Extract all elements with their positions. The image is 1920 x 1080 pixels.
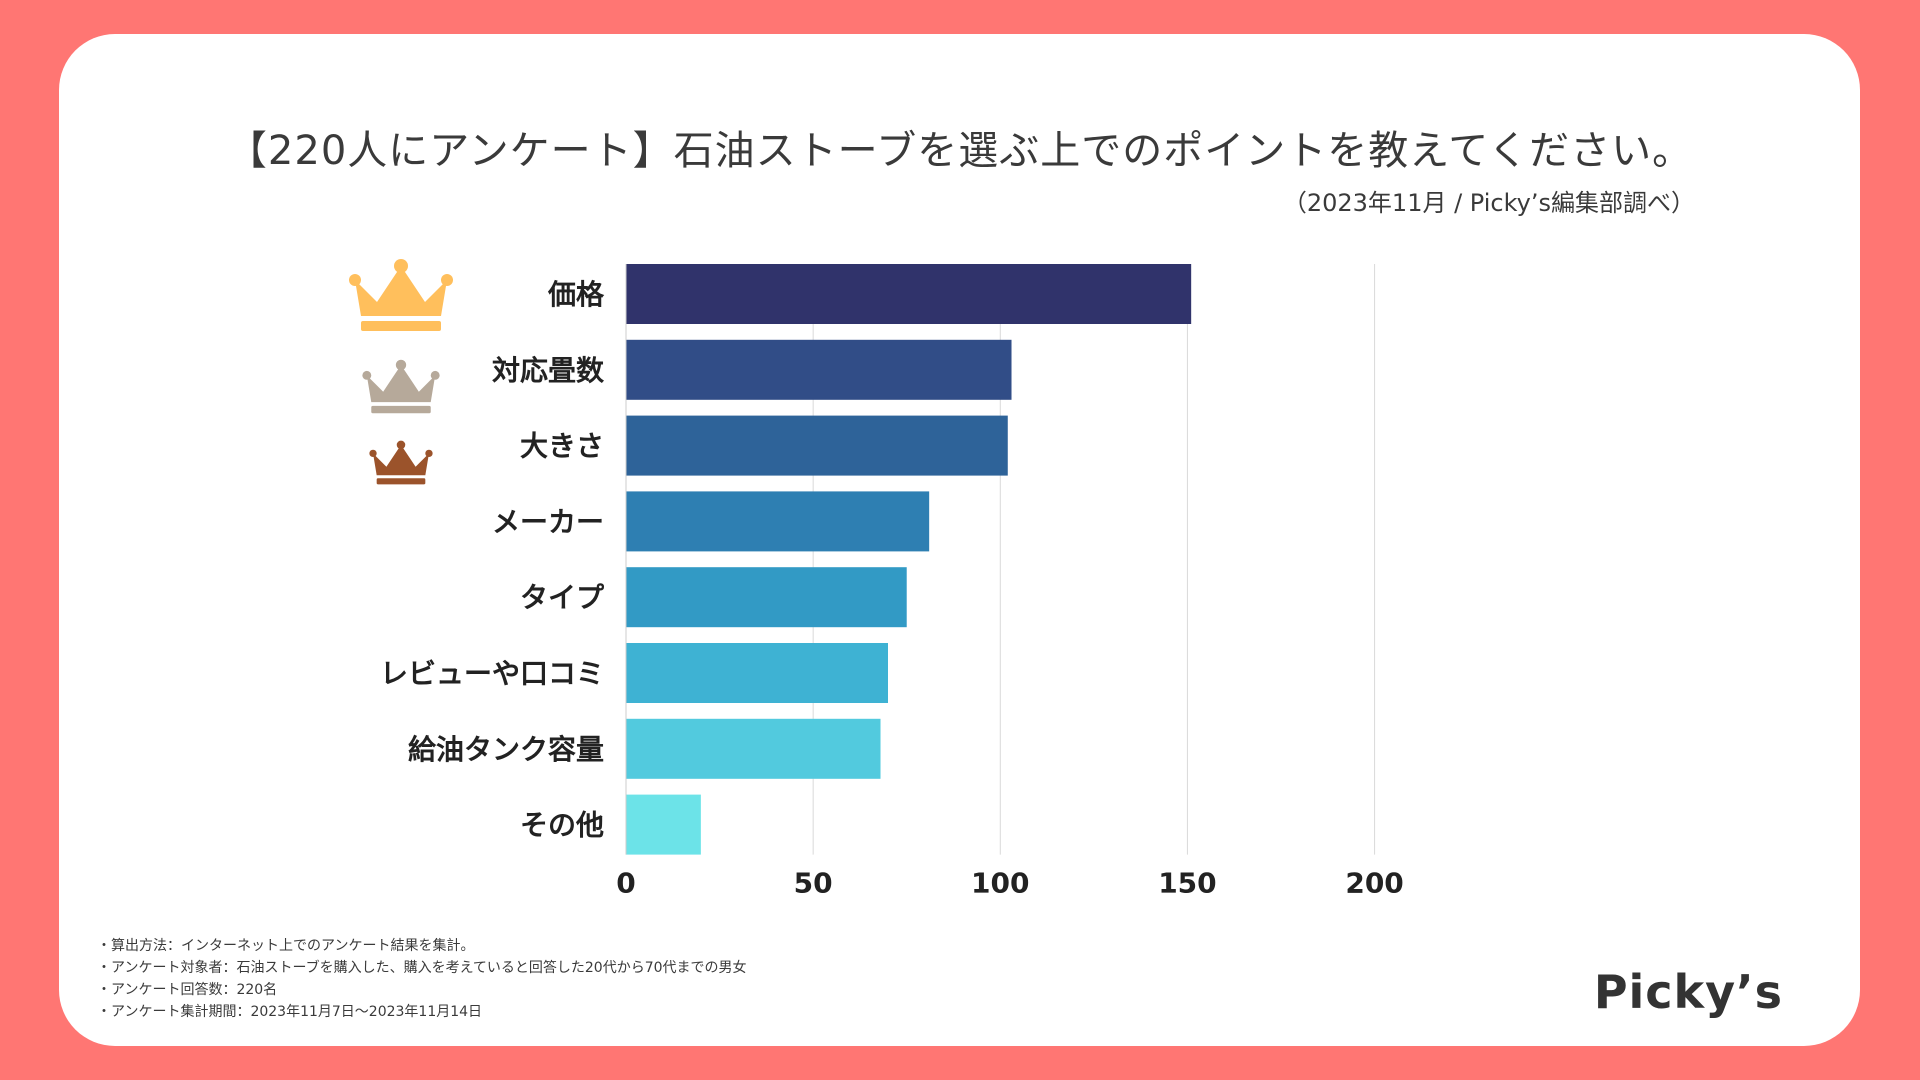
bar-8 — [626, 794, 701, 855]
bar-2 — [626, 339, 1012, 400]
category-label-8: その他 — [520, 809, 604, 842]
category-label-5: タイプ — [520, 581, 605, 614]
survey-notes: ・算出方法：インターネット上でのアンケート結果を集計。 ・アンケート対象者：石油… — [97, 935, 747, 1023]
pickys-logo: Picky’s — [1593, 965, 1783, 1019]
category-label-7: 給油タンク容量 — [408, 733, 604, 766]
note-count: ・アンケート回答数：220名 — [97, 982, 278, 998]
bar-1 — [626, 264, 1192, 324]
bar-4 — [626, 491, 930, 552]
category-label-2: 対応畳数 — [492, 354, 605, 387]
chart-title: 【220人にアンケート】石油ストーブを選ぶ上でのポイントを教えてください。 — [226, 128, 1694, 174]
gold-crown-icon — [349, 259, 453, 331]
bar-3 — [626, 415, 1008, 476]
category-label-1: 価格 — [547, 278, 605, 311]
category-label-6: レビューや口コミ — [380, 657, 604, 690]
x-tick-label-200: 200 — [1345, 867, 1403, 900]
note-method: ・算出方法：インターネット上でのアンケート結果を集計。 — [97, 938, 475, 954]
category-label-4: メーカー — [492, 505, 604, 538]
bar-7 — [626, 718, 881, 779]
chart-subtitle: （2023年11月 / Picky’s編集部調べ） — [1282, 189, 1695, 217]
silver-crown-icon — [362, 359, 440, 414]
x-tick-label-0: 0 — [616, 867, 635, 900]
x-tick-label-100: 100 — [971, 867, 1029, 900]
note-target: ・アンケート対象者：石油ストーブを購入した、購入を考えていると回答した20代から… — [97, 960, 747, 976]
x-tick-label-150: 150 — [1158, 867, 1216, 900]
note-period: ・アンケート集計期間：2023年11月7日〜2023年11月14日 — [97, 1004, 483, 1020]
bronze-crown-icon — [369, 440, 433, 485]
bar-6 — [626, 643, 888, 703]
chart-card — [59, 34, 1860, 1046]
x-tick-label-50: 50 — [794, 867, 833, 900]
bar-5 — [626, 567, 907, 628]
category-label-3: 大きさ — [520, 430, 604, 463]
